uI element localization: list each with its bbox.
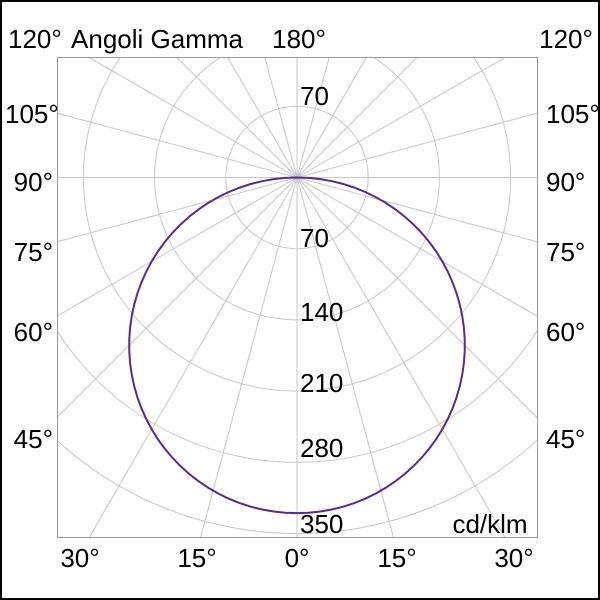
gamma-label-right-90: 90°: [546, 167, 586, 197]
ring-value-label-280: 280: [300, 433, 344, 463]
gamma-label-left-90: 90°: [13, 167, 53, 197]
luminous-intensity-curve: [128, 176, 466, 515]
ring-circle-350: [57, 439, 538, 534]
gamma-label-bottom-0: 0°: [284, 543, 310, 573]
gamma-label-bottom-left-30: 30°: [60, 543, 100, 573]
chart-title: Angoli Gamma: [71, 24, 243, 54]
gamma-label-right-75: 75°: [546, 237, 586, 267]
ring-value-label-210: 210: [300, 368, 344, 398]
gamma-label-left-45: 45°: [13, 424, 53, 454]
gamma-label-top-180: 180°: [272, 24, 326, 54]
gamma-label-bottom-right-30: 30°: [494, 543, 534, 573]
gamma-label-right-60: 60°: [546, 317, 586, 347]
gamma-label-right-45: 45°: [546, 424, 586, 454]
gamma-label-bottom-left-15: 15°: [177, 543, 217, 573]
unit-label: cd/klm: [452, 509, 528, 539]
ring-circle-210: [82, 57, 512, 392]
gamma-label-top-right-120: 120°: [539, 24, 593, 54]
gamma-label-left-75: 75°: [13, 237, 53, 267]
plot-area-border: [57, 57, 538, 538]
gamma-label-top-left-120: 120°: [8, 24, 62, 54]
ring-circle-70: [225, 105, 369, 250]
gamma-label-left-105: 105°: [5, 99, 59, 129]
ring-circle-140: [154, 57, 440, 321]
ring-value-label-70: 70: [300, 223, 329, 253]
ring-value-label-350: 350: [300, 509, 344, 539]
gamma-label-left-60: 60°: [13, 317, 53, 347]
gamma-label-right-105: 105°: [546, 99, 600, 129]
gamma-label-bottom-right-15: 15°: [377, 543, 417, 573]
ring-circle-280: [57, 329, 538, 463]
ring-value-label-140: 140: [300, 297, 344, 327]
ring-value-label-70-upper: 70: [300, 81, 329, 111]
